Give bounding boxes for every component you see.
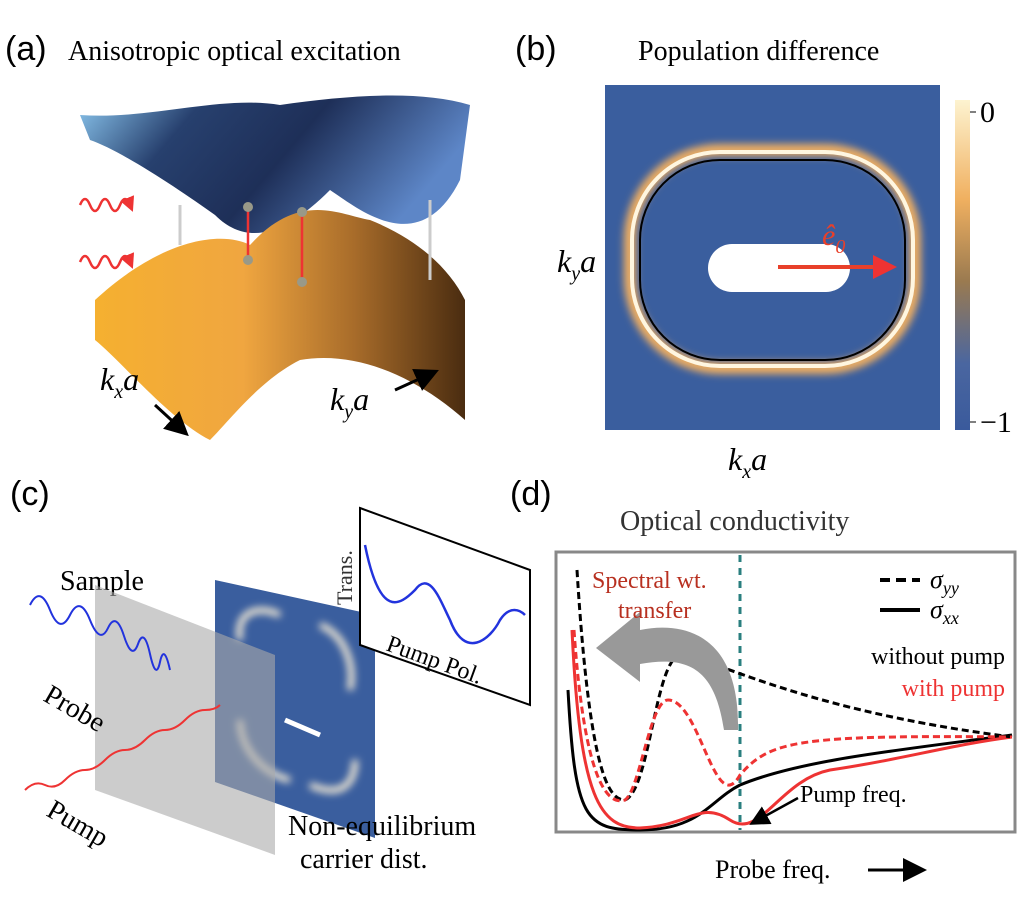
faint-arrows bbox=[178, 200, 432, 280]
x-axis-label: Probe freq. bbox=[715, 855, 831, 884]
colorbar-tick-label: −1 bbox=[980, 406, 1012, 439]
panel-label: (d) bbox=[510, 475, 552, 513]
dist-label: carrier dist. bbox=[300, 844, 428, 875]
sigma-yy-pump bbox=[572, 629, 1013, 803]
panel-title: Anisotropic optical excitation bbox=[68, 36, 401, 67]
dist-label: Non-equilibrium bbox=[288, 811, 476, 842]
panel-label: (b) bbox=[515, 30, 557, 68]
conduction-band bbox=[80, 95, 470, 234]
transitions bbox=[246, 210, 304, 282]
legend-label: σxx bbox=[930, 595, 959, 628]
axis-label: kya bbox=[330, 381, 369, 423]
panel-title: Population difference bbox=[638, 36, 879, 67]
transfer-label: Spectral wt. bbox=[592, 568, 707, 594]
sigma-xx-pump bbox=[570, 629, 1013, 830]
colorbar-tick-label: 0 bbox=[980, 96, 995, 129]
transfer-arrow bbox=[596, 612, 739, 730]
axis-label: kxa bbox=[100, 361, 139, 403]
axis-arrow bbox=[394, 369, 439, 392]
bright-ring bbox=[630, 150, 915, 368]
without-pump: without pump bbox=[871, 644, 1005, 670]
valence-band bbox=[95, 210, 465, 440]
panel-label: (a) bbox=[5, 30, 47, 68]
axis-arrow bbox=[153, 403, 189, 437]
sigma-xx-no-pump bbox=[566, 689, 1013, 832]
axis-label: kxa bbox=[728, 441, 767, 483]
inset-y-label: Trans. bbox=[332, 550, 357, 605]
states bbox=[243, 202, 307, 287]
photon-waves bbox=[78, 195, 135, 270]
with-pump: with pump bbox=[902, 676, 1005, 702]
transfer-label: transfer bbox=[618, 598, 691, 624]
distribution-center bbox=[284, 717, 321, 738]
inset-curve bbox=[363, 544, 526, 645]
plot-frame bbox=[554, 550, 1017, 834]
panel-title: Optical conductivity bbox=[620, 506, 849, 537]
pump-freq-label: Pump freq. bbox=[800, 782, 907, 808]
sigma-yy-no-pump bbox=[575, 569, 1013, 802]
axis-label: kya bbox=[557, 243, 596, 285]
pump-freq-arrow bbox=[749, 796, 799, 825]
probe-wave bbox=[29, 595, 171, 671]
pump-label: Pump bbox=[42, 794, 114, 854]
pump-wave bbox=[24, 704, 221, 791]
inset-frame bbox=[359, 506, 531, 707]
colorbar bbox=[955, 100, 970, 430]
legend-label: σyy bbox=[930, 565, 959, 598]
vector-label: ê0 bbox=[822, 219, 845, 258]
contour bbox=[639, 159, 906, 361]
panel-label: (c) bbox=[10, 475, 50, 513]
